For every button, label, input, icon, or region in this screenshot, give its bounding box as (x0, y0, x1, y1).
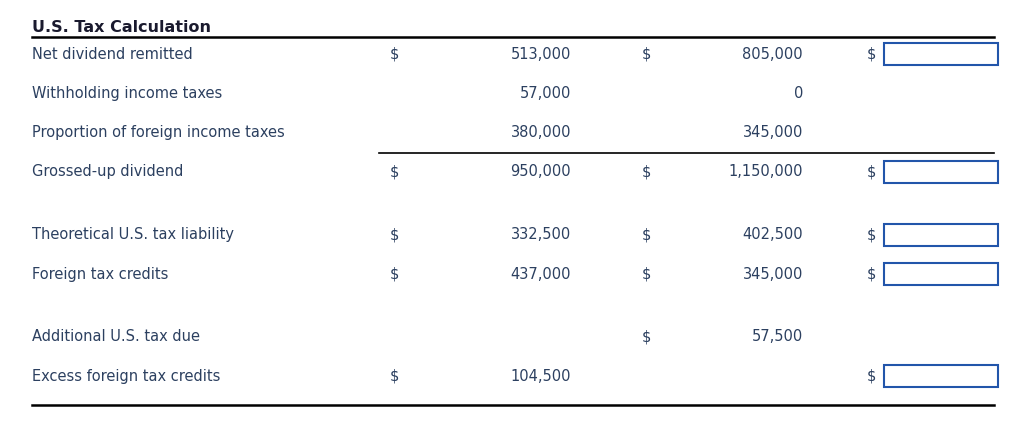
Text: $: $ (866, 227, 876, 242)
Text: Theoretical U.S. tax liability: Theoretical U.S. tax liability (31, 227, 234, 242)
FancyBboxPatch shape (884, 263, 998, 285)
Text: Withholding income taxes: Withholding income taxes (31, 86, 221, 101)
Text: 437,000: 437,000 (511, 266, 571, 281)
Text: $: $ (866, 164, 876, 179)
Text: $: $ (389, 47, 399, 62)
Text: 57,000: 57,000 (520, 86, 571, 101)
Text: 402,500: 402,500 (742, 227, 803, 242)
FancyBboxPatch shape (884, 365, 998, 387)
Text: $: $ (642, 164, 651, 179)
Text: Grossed-up dividend: Grossed-up dividend (31, 164, 183, 179)
Text: $: $ (389, 266, 399, 281)
Text: Net dividend remitted: Net dividend remitted (31, 47, 192, 62)
Text: 345,000: 345,000 (742, 266, 803, 281)
Text: $: $ (642, 329, 651, 344)
Text: U.S. Tax Calculation: U.S. Tax Calculation (31, 20, 210, 35)
Text: $: $ (642, 47, 651, 62)
Text: 104,500: 104,500 (511, 368, 571, 384)
FancyBboxPatch shape (884, 43, 998, 65)
Text: 332,500: 332,500 (511, 227, 571, 242)
Text: $: $ (642, 227, 651, 242)
Text: $: $ (389, 164, 399, 179)
Text: 0: 0 (794, 86, 803, 101)
Text: 1,150,000: 1,150,000 (729, 164, 803, 179)
Text: Proportion of foreign income taxes: Proportion of foreign income taxes (31, 125, 284, 140)
Text: $: $ (866, 266, 876, 281)
Text: $: $ (866, 47, 876, 62)
Text: Foreign tax credits: Foreign tax credits (31, 266, 168, 281)
Text: Additional U.S. tax due: Additional U.S. tax due (31, 329, 199, 344)
Text: $: $ (866, 368, 876, 384)
Text: $: $ (642, 266, 651, 281)
FancyBboxPatch shape (884, 161, 998, 183)
Text: 513,000: 513,000 (511, 47, 571, 62)
Text: $: $ (389, 368, 399, 384)
Text: 57,500: 57,500 (751, 329, 803, 344)
Text: Excess foreign tax credits: Excess foreign tax credits (31, 368, 220, 384)
FancyBboxPatch shape (884, 224, 998, 246)
Text: $: $ (389, 227, 399, 242)
Text: 805,000: 805,000 (742, 47, 803, 62)
Text: 380,000: 380,000 (511, 125, 571, 140)
Text: 345,000: 345,000 (742, 125, 803, 140)
Text: 950,000: 950,000 (511, 164, 571, 179)
